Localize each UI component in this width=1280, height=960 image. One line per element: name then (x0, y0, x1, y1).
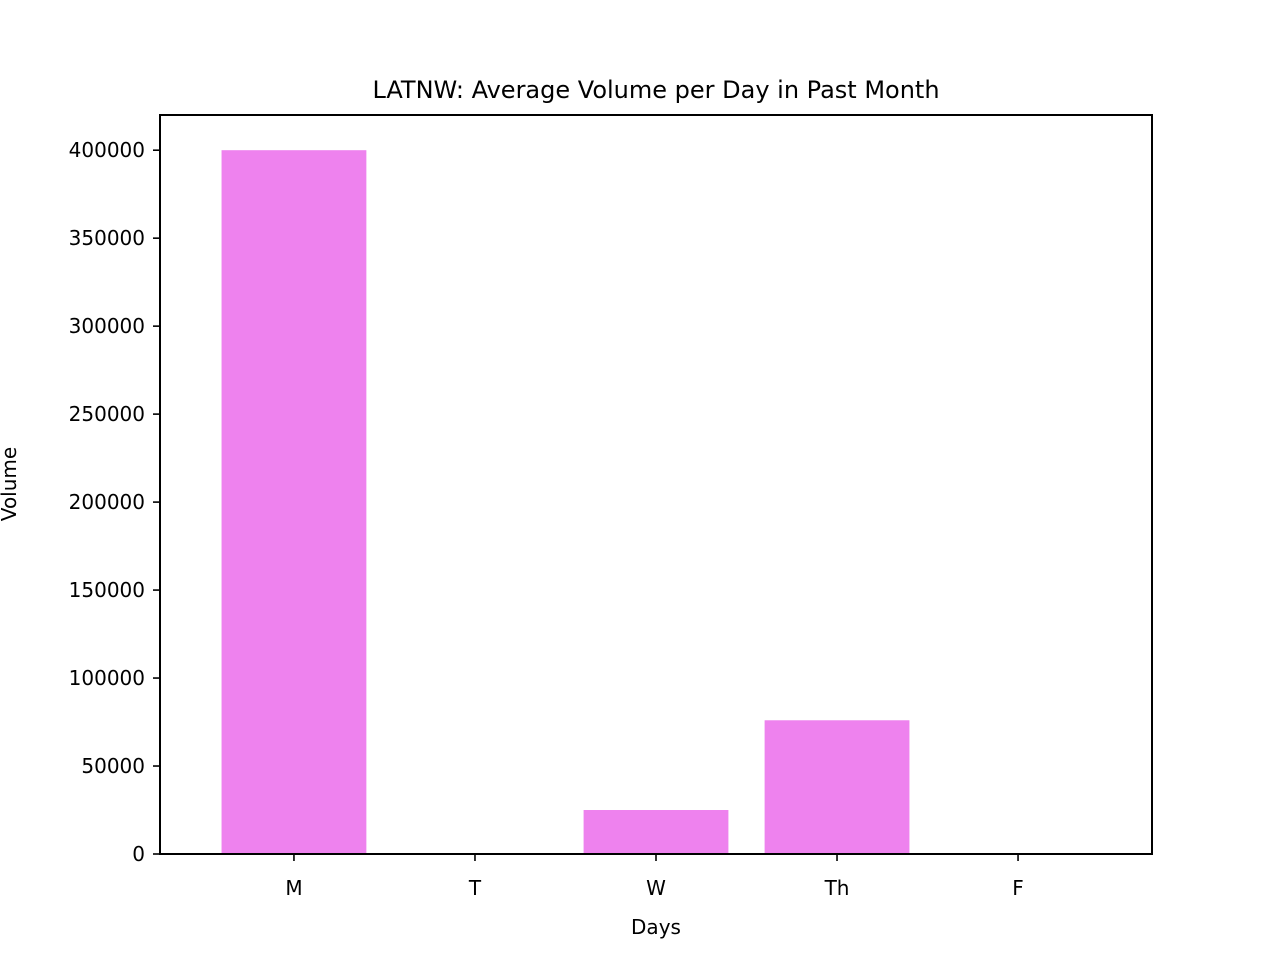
y-tick-label: 300000 (69, 314, 145, 338)
y-tick-label: 150000 (69, 578, 145, 602)
x-tick-label: W (646, 876, 666, 900)
x-tick-label: F (1012, 876, 1024, 900)
plot-frame (159, 114, 1153, 855)
y-tick-label: 250000 (69, 402, 145, 426)
y-tick-label: 200000 (69, 490, 145, 514)
x-tick-label: M (285, 876, 302, 900)
y-tick-label: 50000 (81, 754, 145, 778)
x-tick-label: T (468, 876, 482, 900)
bar-th (764, 720, 910, 854)
bar-m (221, 150, 367, 854)
y-axis: 0 50000 100000 150000 200000 250000 300000 3500… (69, 138, 160, 866)
bar-w (583, 810, 729, 854)
y-tick-label: 400000 (69, 138, 145, 162)
x-axis-label: Days (631, 915, 681, 939)
bars-group (221, 150, 910, 854)
y-tick-label: 100000 (69, 666, 145, 690)
y-tick-label: 350000 (69, 226, 145, 250)
x-tick-label: Th (824, 876, 850, 900)
y-tick-label: 0 (132, 842, 145, 866)
y-axis-label: Volume (0, 447, 21, 521)
x-axis: M T W Th F (285, 854, 1024, 900)
chart-title: LATNW: Average Volume per Day in Past Mo… (372, 76, 939, 104)
